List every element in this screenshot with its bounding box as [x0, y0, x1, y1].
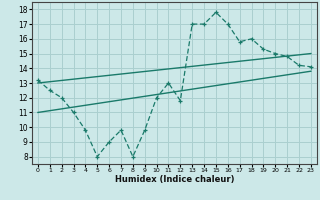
X-axis label: Humidex (Indice chaleur): Humidex (Indice chaleur): [115, 175, 234, 184]
